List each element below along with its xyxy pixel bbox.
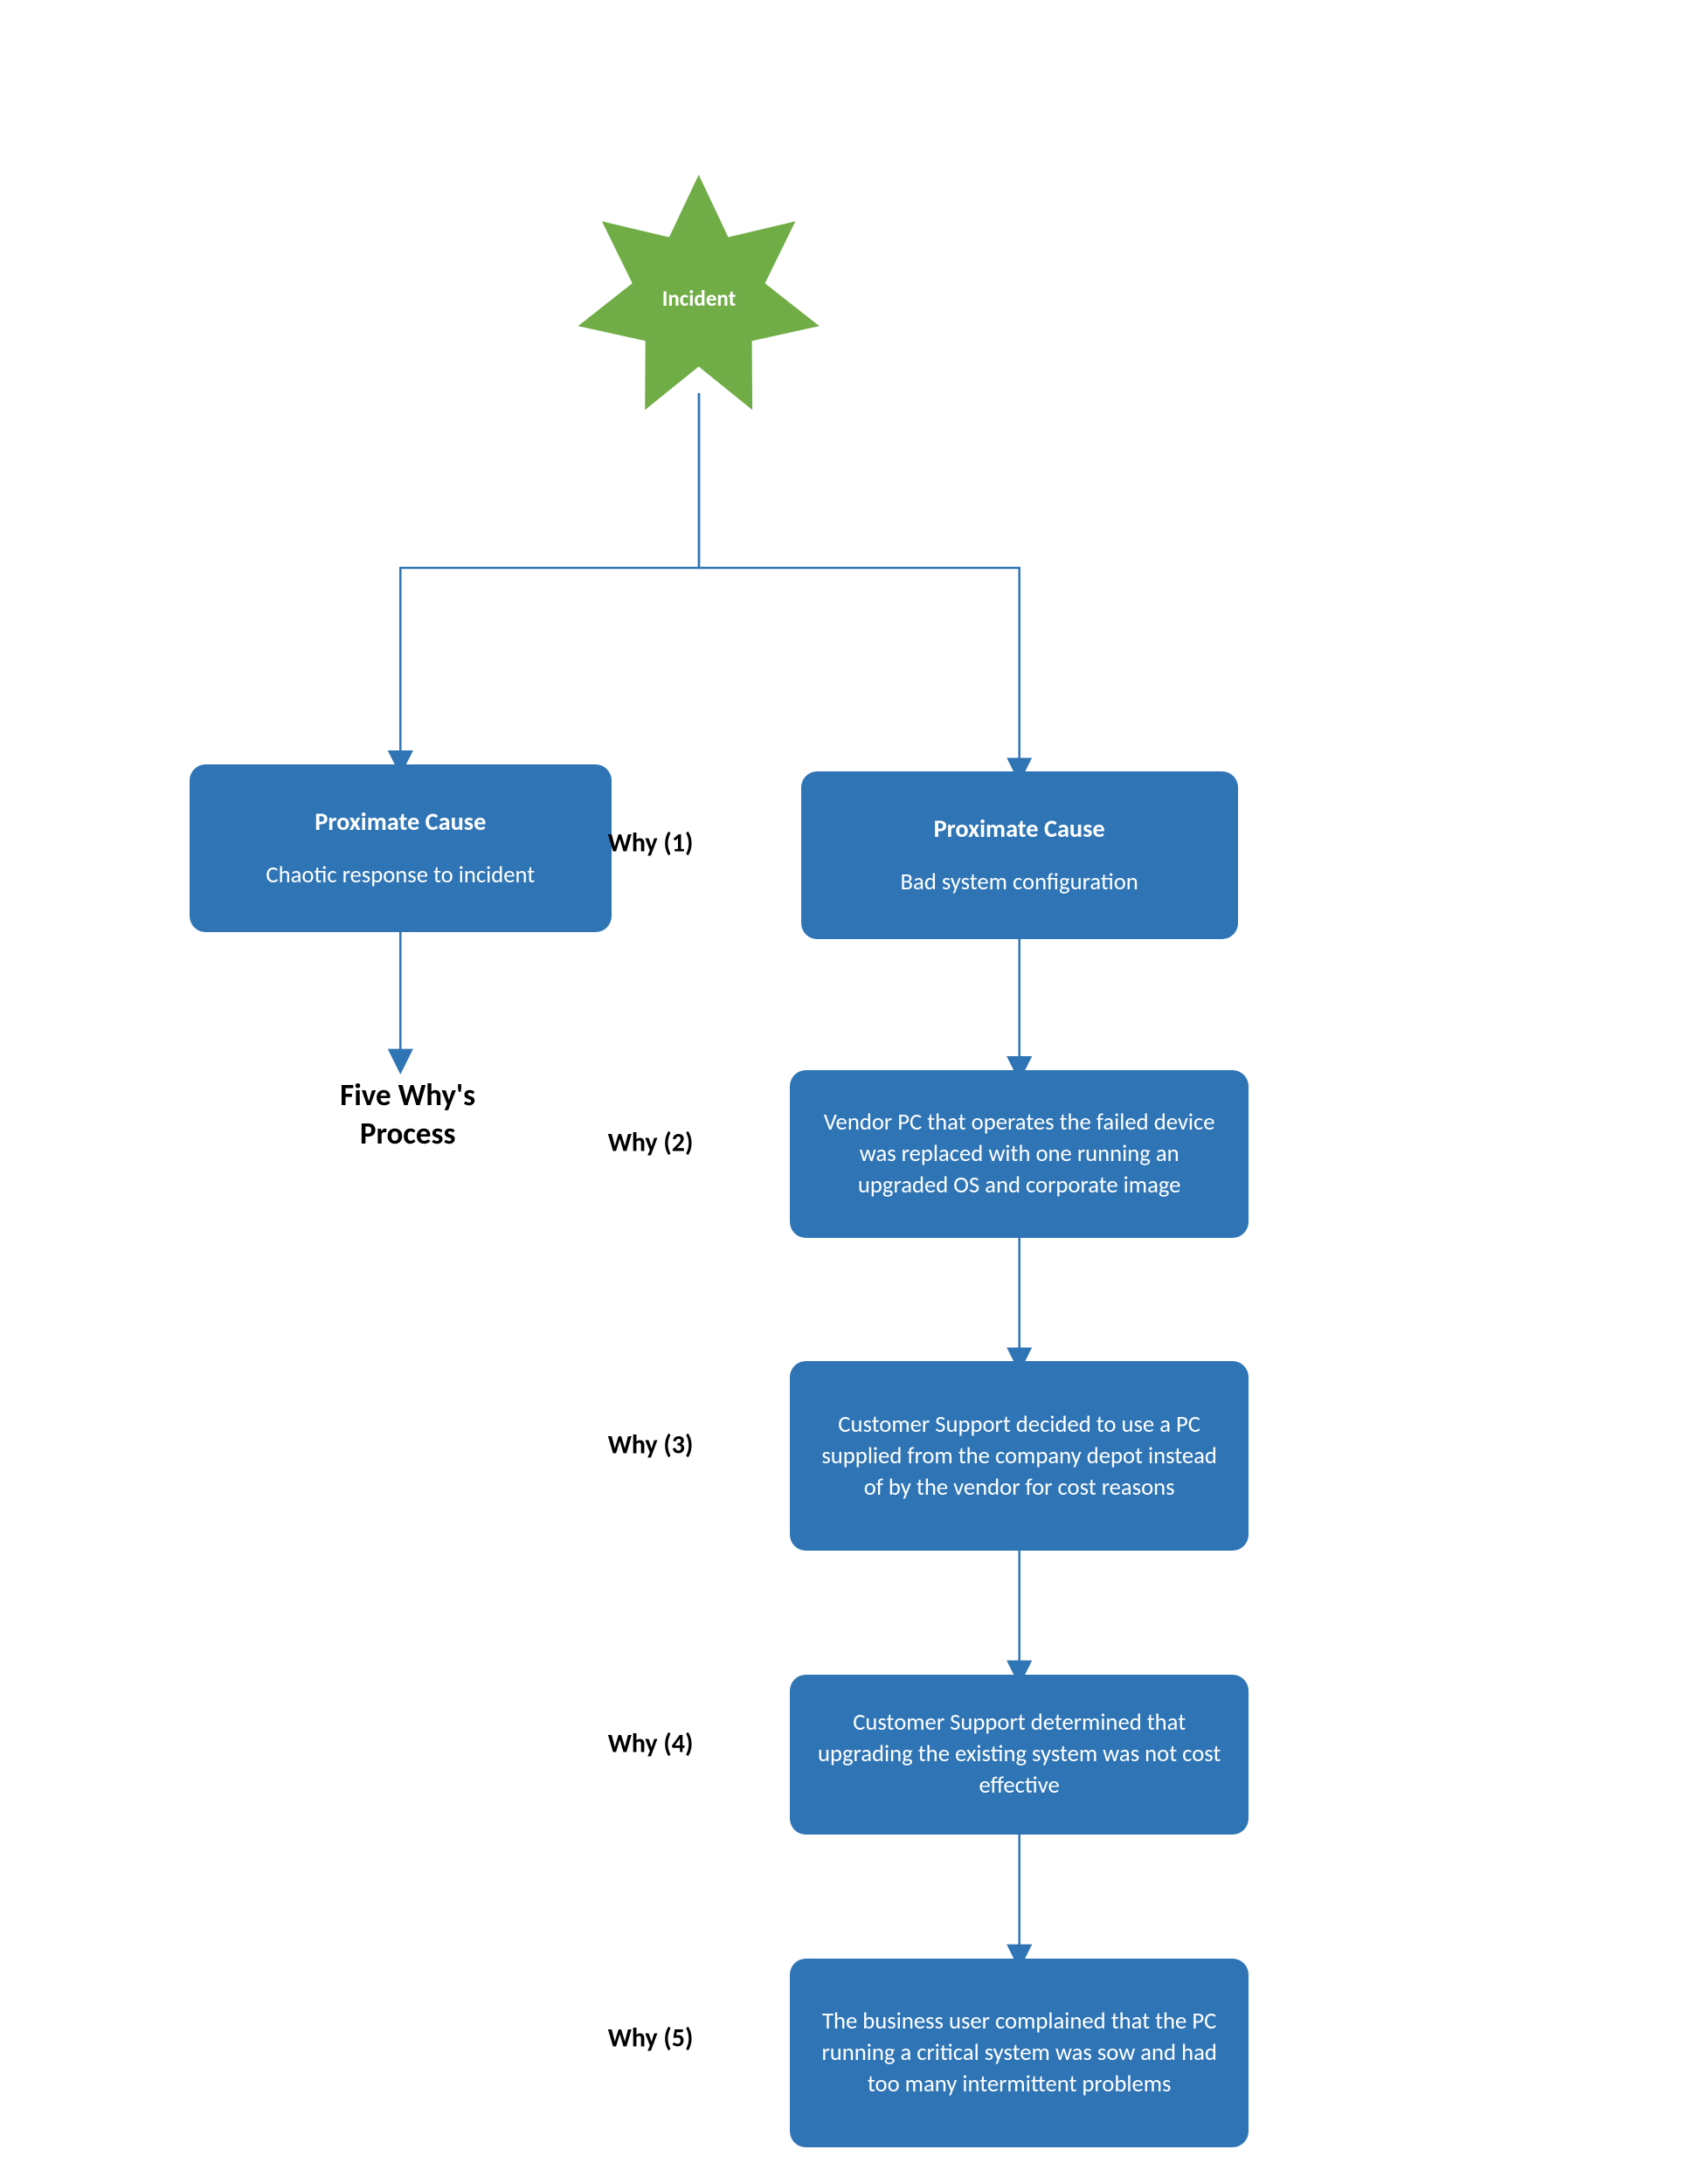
why-label-4: Why (4)	[608, 1727, 694, 1759]
edge	[400, 393, 699, 764]
flow-node-right5: The business user complained that the PC…	[790, 1959, 1249, 2148]
flow-node-left1: Proximate Cause Chaotic response to incid…	[190, 764, 612, 932]
five-whys-line1: Five Why's	[340, 1077, 475, 1114]
node-body: Vendor PC that operates the failed devic…	[814, 1107, 1224, 1201]
node-body: The business user complained that the PC…	[814, 2006, 1224, 2100]
why-label-3: Why (3)	[608, 1429, 694, 1462]
edge	[699, 393, 1020, 771]
flow-node-right4: Customer Support determined that upgradi…	[790, 1675, 1249, 1835]
node-body: Customer Support determined that upgradi…	[814, 1707, 1224, 1801]
incident-star: Incident	[575, 175, 822, 422]
why-label-1: Why (1)	[608, 827, 694, 860]
node-body: Customer Support decided to use a PC sup…	[814, 1409, 1224, 1503]
why-label-2: Why (2)	[608, 1127, 694, 1159]
node-title: Proximate Cause	[315, 805, 486, 839]
node-body: Chaotic response to incident	[266, 860, 535, 891]
incident-star-label: Incident	[575, 175, 822, 422]
flowchart-canvas: Incident Five Why's Process Proximate Ca…	[0, 0, 1688, 2184]
node-body: Bad system configuration	[901, 867, 1138, 898]
flow-node-right1: Proximate Cause Bad system configuration	[801, 771, 1238, 939]
flow-node-right2: Vendor PC that operates the failed devic…	[790, 1070, 1249, 1238]
flow-node-right3: Customer Support decided to use a PC sup…	[790, 1361, 1249, 1551]
node-title: Proximate Cause	[934, 812, 1105, 846]
five-whys-process-label: Five Why's Process	[313, 1077, 502, 1154]
why-label-5: Why (5)	[608, 2022, 694, 2055]
five-whys-line2: Process	[360, 1116, 456, 1152]
